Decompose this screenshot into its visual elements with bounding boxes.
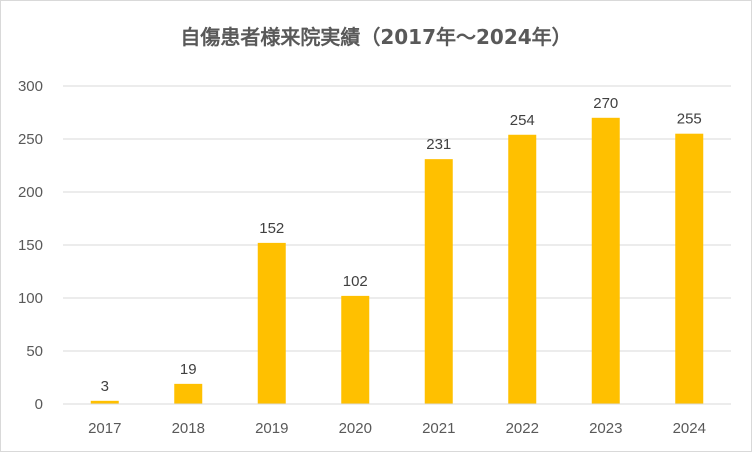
y-tick-label: 0 xyxy=(35,396,43,413)
bar-2019 xyxy=(257,242,286,404)
data-label-2024: 255 xyxy=(677,111,702,128)
data-label-2023: 270 xyxy=(593,95,618,112)
bar-2023 xyxy=(591,117,620,405)
x-tick-label-2020: 2020 xyxy=(339,420,372,437)
y-tick-label: 200 xyxy=(18,184,43,201)
bar-2021 xyxy=(424,159,453,404)
x-tick-label-2024: 2024 xyxy=(673,420,706,437)
bar-2024 xyxy=(675,133,704,404)
bar-2020 xyxy=(341,295,370,404)
bar-2022 xyxy=(508,134,537,404)
data-label-2018: 19 xyxy=(180,361,197,378)
bar-2017 xyxy=(90,400,119,404)
chart-title: 自傷患者様来院実績（2017年～2024年） xyxy=(180,25,572,49)
x-tick-label-2019: 2019 xyxy=(255,420,288,437)
y-tick-label: 250 xyxy=(18,131,43,148)
data-label-2017: 3 xyxy=(101,378,109,395)
data-label-2022: 254 xyxy=(510,112,535,129)
y-tick-label: 150 xyxy=(18,237,43,254)
data-label-2020: 102 xyxy=(343,273,368,290)
y-tick-label: 100 xyxy=(18,290,43,307)
y-tick-label: 300 xyxy=(18,78,43,95)
x-tick-label-2021: 2021 xyxy=(422,420,455,437)
x-tick-label-2022: 2022 xyxy=(506,420,539,437)
data-label-2021: 231 xyxy=(426,136,451,153)
bar-2018 xyxy=(174,383,203,404)
y-tick-label: 50 xyxy=(26,343,43,360)
x-tick-label-2017: 2017 xyxy=(88,420,121,437)
x-tick-label-2023: 2023 xyxy=(589,420,622,437)
data-label-2019: 152 xyxy=(259,220,284,237)
x-tick-label-2018: 2018 xyxy=(172,420,205,437)
